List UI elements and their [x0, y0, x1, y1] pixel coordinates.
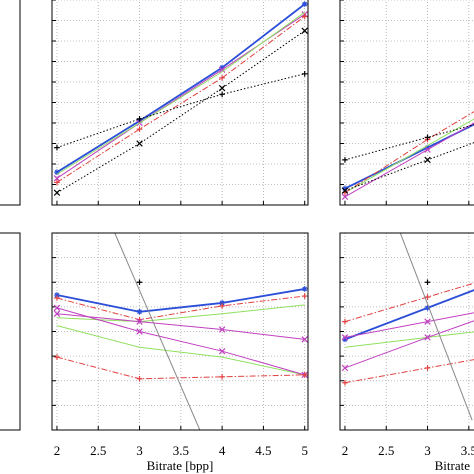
marker	[136, 140, 143, 147]
panel-frame	[339, 232, 474, 431]
series-line	[344, 289, 474, 341]
marker	[424, 134, 431, 141]
panel	[340, 0, 474, 205]
series-line	[56, 307, 305, 376]
marker	[342, 336, 348, 343]
marker	[136, 375, 143, 382]
series-line	[344, 124, 474, 161]
marker	[54, 354, 60, 360]
marker	[54, 292, 60, 298]
marker	[219, 75, 225, 81]
series-line	[344, 118, 474, 194]
marker	[136, 318, 143, 325]
marker	[301, 27, 308, 34]
x-tick-label: 3.5	[461, 443, 474, 458]
marker	[301, 71, 308, 77]
marker	[341, 334, 349, 341]
panel-frame	[51, 232, 309, 431]
marker	[341, 187, 349, 194]
marker	[54, 179, 60, 186]
marker	[218, 326, 226, 333]
series-line	[56, 313, 305, 340]
marker	[219, 374, 225, 380]
panel-frame	[339, 0, 474, 206]
marker	[342, 379, 348, 386]
series-line	[56, 295, 305, 321]
marker	[424, 365, 431, 371]
marker	[219, 303, 225, 309]
panel	[52, 233, 308, 430]
x-tick-label: 3	[136, 443, 143, 458]
marker	[341, 364, 349, 372]
marker	[53, 304, 61, 312]
x-tick-label: 3	[424, 443, 431, 458]
panel	[340, 233, 474, 430]
series-line	[56, 73, 305, 149]
marker	[424, 334, 431, 341]
left-panel-frame	[0, 232, 21, 431]
marker	[53, 310, 61, 317]
marker	[219, 91, 225, 98]
marker	[424, 156, 431, 164]
x-axis-label: Bitrate [bpp]	[435, 458, 474, 473]
marker	[136, 116, 143, 122]
marker	[54, 144, 60, 151]
marker	[301, 293, 308, 299]
series-line	[399, 233, 473, 421]
x-tick-label: 4	[219, 443, 226, 458]
marker	[301, 372, 308, 378]
series-line	[56, 30, 305, 194]
marker	[218, 66, 226, 73]
x-tick-label: 3.5	[173, 443, 189, 458]
series-line	[56, 15, 305, 183]
marker	[342, 157, 348, 163]
marker	[424, 294, 431, 300]
series-line	[56, 356, 305, 380]
marker	[136, 279, 143, 286]
marker	[301, 1, 308, 7]
marker	[136, 126, 143, 132]
marker	[54, 169, 60, 175]
marker	[424, 144, 431, 151]
marker	[219, 300, 225, 306]
x-axis-label: Bitrate [bpp]	[147, 458, 214, 473]
series-line	[344, 359, 474, 384]
panel	[52, 0, 308, 205]
marker	[341, 193, 349, 201]
series-line	[56, 11, 305, 175]
marker	[424, 279, 431, 286]
left-panel-frame	[0, 0, 21, 206]
marker	[136, 309, 143, 315]
marker	[342, 185, 348, 192]
marker	[218, 347, 226, 355]
x-tick-label: 2	[54, 443, 61, 458]
marker	[53, 175, 61, 182]
series-line	[344, 123, 474, 190]
marker	[342, 318, 348, 325]
x-tick-label: 2	[342, 443, 349, 458]
marker	[301, 286, 308, 292]
marker	[424, 318, 431, 325]
x-tick-label: 2.5	[90, 443, 106, 458]
marker	[301, 13, 308, 20]
marker	[54, 295, 60, 301]
series-line	[56, 3, 306, 173]
x-tick-label: 4.5	[255, 443, 271, 458]
panel-frame	[51, 0, 309, 206]
marker	[301, 336, 308, 343]
series-line	[56, 325, 305, 376]
series-line	[344, 111, 474, 194]
marker	[218, 84, 226, 92]
marker	[424, 146, 431, 153]
x-tick-label: 5	[301, 443, 308, 458]
series-line	[344, 122, 474, 198]
marker	[136, 328, 143, 335]
marker	[424, 305, 431, 311]
series-line	[56, 288, 305, 313]
marker	[219, 64, 225, 71]
marker	[53, 189, 61, 196]
series-line	[114, 233, 201, 430]
x-tick-label: 2.5	[378, 443, 394, 458]
